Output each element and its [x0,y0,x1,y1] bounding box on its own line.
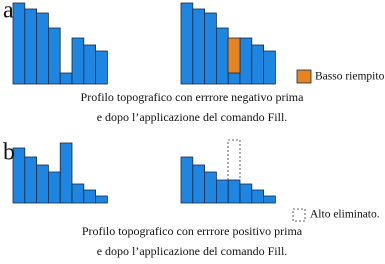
profile-cell [263,50,276,85]
profile-cell [180,2,194,85]
profile-cell [215,179,229,204]
profile-cell [227,72,241,85]
profile-cell [227,179,241,204]
profile-cell [48,27,61,85]
profile-cell [95,50,108,85]
profile-cell [59,72,73,85]
removed-cell [227,139,241,181]
profile-cell [215,27,229,85]
panel-label: b [3,140,15,166]
caption: Profilo topografico con errrore negativo… [81,90,305,104]
legend-swatch-filled [296,69,312,84]
profile-cell [71,183,85,204]
profiles [12,2,276,204]
caption: e dopo l’applicazione del comando Fill. [97,244,288,258]
profile-cell [12,2,26,85]
profile-cell [239,183,253,204]
profile-cell [192,164,206,204]
profile-cell [59,142,73,204]
profile-cell [239,37,253,85]
profile-cell [192,8,206,85]
profile-cell [95,195,108,204]
profile-cell [48,171,61,204]
profile-cell [36,12,49,85]
profile-cell [204,12,217,85]
profile-cell [36,164,49,204]
caption: e dopo l’applicazione del comando Fill. [97,110,288,124]
profile-cell [24,156,37,204]
profile-cell [24,8,37,85]
profile-cell [251,189,265,204]
profile-cell [71,37,85,85]
profile-cell [180,156,194,204]
profile-cell [204,171,217,204]
panel-label: a [3,0,14,24]
profile-cell [263,195,276,204]
legend-text: Basso riempito. [315,71,385,83]
caption: Profilo topografico con errrore positivo… [82,224,303,238]
profile-cell [83,44,97,85]
filled-cell [227,37,241,74]
legend-text: Alto eliminato. [310,209,380,221]
legend-swatch-removed [292,208,306,222]
profile-cell [83,189,97,204]
profile-cell [251,44,265,85]
